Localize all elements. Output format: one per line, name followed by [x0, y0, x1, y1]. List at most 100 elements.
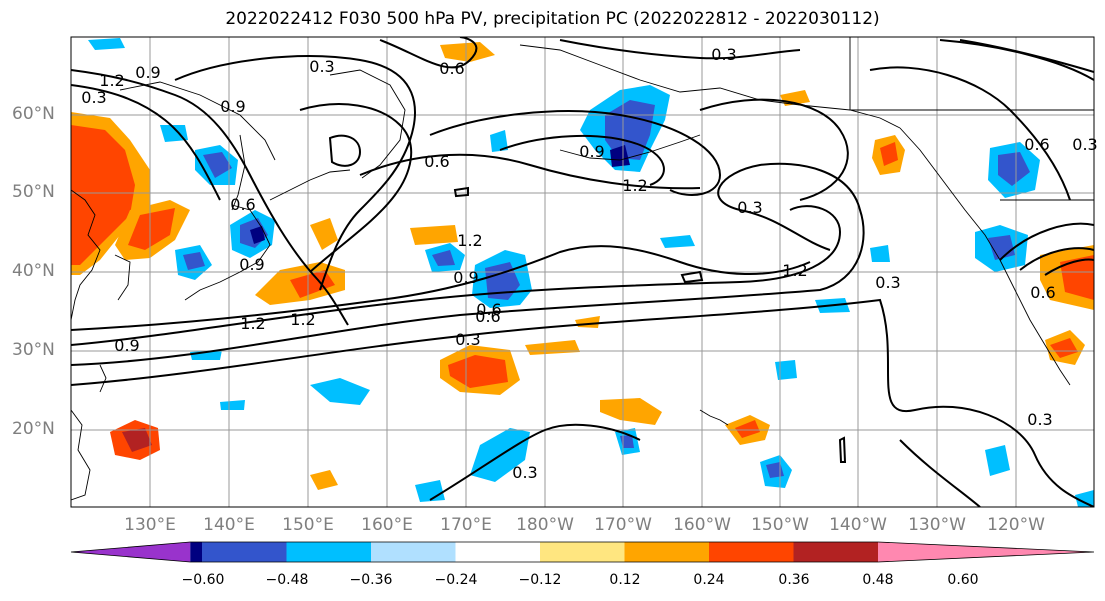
- precip-positive-core: [122, 428, 152, 452]
- precip-negative-deep: [610, 145, 630, 167]
- pv-contour-label: 0.6: [1024, 135, 1049, 154]
- precip-positive-core: [448, 355, 508, 388]
- pv-contour-label: 0.3: [875, 273, 900, 292]
- pv-contour-0.9: [71, 84, 221, 201]
- colorbar-tick-label: −0.36: [349, 572, 393, 588]
- precip-positive-region: [310, 470, 338, 490]
- pv-contour-label: 0.6: [424, 152, 449, 171]
- japan-coastline: [184, 204, 271, 301]
- colorbar-swatch: [709, 542, 794, 562]
- pv-contour-0.3: [559, 39, 801, 60]
- lon-label-130e: 130°E: [124, 515, 176, 535]
- lat-label-40n: 40°N: [12, 261, 55, 281]
- precip-positive-core: [71, 125, 135, 265]
- pv-contour-label: 0.6: [439, 59, 464, 78]
- pv-contour-label: 0.3: [737, 198, 762, 217]
- map-frame: [70, 36, 1095, 508]
- asia-coastline: [71, 189, 101, 321]
- precip-negative-region: [775, 360, 797, 380]
- pv-contour-label: 0.6: [475, 307, 500, 326]
- taiwan-coastline: [99, 364, 107, 393]
- pv-contour-1.2: [499, 134, 665, 186]
- precip-positive-core: [735, 420, 760, 438]
- pv-contour-label: 1.2: [457, 231, 482, 250]
- precip-negative-core: [988, 235, 1015, 260]
- precip-negative-core: [432, 250, 455, 266]
- pv-contour-label: 0.9: [453, 268, 478, 287]
- colorbar-swatch: [371, 542, 456, 562]
- pv-contour-label: 0.6: [1030, 283, 1055, 302]
- lat-label-30n: 30°N: [12, 340, 55, 360]
- pv-contour-label: 0.9: [135, 63, 160, 82]
- colorbar-tick-label: 0.60: [947, 572, 979, 588]
- kuril-islands: [269, 169, 351, 201]
- lon-label-160w: 160°W: [673, 515, 731, 535]
- precip-positive-region: [600, 398, 662, 425]
- canada-border: [849, 37, 1094, 111]
- pv-contour-label: 0.6: [230, 195, 255, 214]
- pv-contour-1.2: [1044, 258, 1094, 276]
- pv-contours: [71, 37, 1094, 507]
- lat-label-60n: 60°N: [12, 104, 55, 124]
- colorbar-outline: [70, 541, 1095, 563]
- lon-label-160e: 160°E: [361, 515, 413, 535]
- pv-contour-0.3: [699, 98, 849, 201]
- pv-contour-0.6: [71, 162, 865, 366]
- precip-negative-region: [490, 130, 508, 152]
- colorbar-tick-label: −0.24: [434, 572, 478, 588]
- lon-label-140w: 140°W: [829, 515, 887, 535]
- precip-negative-region: [160, 125, 188, 142]
- precip-negative-region: [985, 445, 1010, 476]
- pv-contour-0.3: [174, 55, 416, 291]
- precip-positive-core: [128, 208, 175, 250]
- lon-label-130w: 130°W: [908, 515, 966, 535]
- colorbar-swatch: [540, 542, 625, 562]
- pv-contour-label: 0.3: [512, 463, 537, 482]
- precip-negative-region: [870, 245, 890, 262]
- precip-negative-region: [660, 235, 695, 248]
- lon-label-170e: 170°E: [440, 515, 492, 535]
- pv-contour-0.3: [869, 66, 1071, 201]
- russia-coastline: [119, 81, 276, 161]
- colorbar-swatch: [793, 542, 878, 562]
- pv-contour-label: 0.3: [455, 330, 480, 349]
- pv-contour-0.9: [379, 37, 478, 69]
- precip-positive-core: [1050, 338, 1078, 358]
- precip-positive-core: [880, 142, 898, 166]
- pv-contour-label: 1.2: [240, 314, 265, 333]
- precip-negative-region: [220, 400, 245, 410]
- pv-contour-label: 1.2: [99, 71, 124, 90]
- philippines-coastline: [71, 409, 91, 501]
- lon-label-150e: 150°E: [282, 515, 334, 535]
- pv-contour-label: 0.3: [1027, 410, 1052, 429]
- colorbar-swatch: [624, 542, 709, 562]
- aleutian-islands: [559, 134, 701, 161]
- lon-label-120w: 120°W: [987, 515, 1045, 535]
- pv-contour-0.6: [999, 222, 1094, 261]
- graticule: [71, 37, 1094, 507]
- korea-coastline: [114, 254, 131, 301]
- pv-contour-1.2: [71, 245, 811, 331]
- precip-positive-region: [410, 225, 458, 245]
- colorbar-extend-low: [71, 542, 191, 562]
- north-america-coastline: [899, 127, 1071, 386]
- colorbar: [70, 541, 1095, 563]
- precip-negative-core: [203, 152, 232, 178]
- precip-positive-core: [1060, 255, 1094, 300]
- pv-contour-closed: [838, 436, 847, 463]
- precip-negative-region: [88, 38, 125, 50]
- colorbar-tick-label: −0.60: [181, 572, 225, 588]
- lat-label-50n: 50°N: [12, 182, 55, 202]
- pv-contour-label: 0.3: [81, 88, 106, 107]
- colorbar-swatch: [286, 542, 371, 562]
- precip-negative-core: [998, 152, 1030, 186]
- precip-negative-region: [1075, 490, 1094, 507]
- lon-label-140e: 140°E: [203, 515, 255, 535]
- figure-title: 2022022412 F030 500 hPa PV, precipitatio…: [225, 9, 880, 29]
- pv-contour-label: 0.9: [579, 142, 604, 161]
- pv-contour-0.9: [1019, 247, 1094, 271]
- pv-contour-closed: [453, 186, 469, 198]
- hawaii-islands: [699, 409, 729, 426]
- pv-contour-label: 0.3: [1072, 135, 1097, 154]
